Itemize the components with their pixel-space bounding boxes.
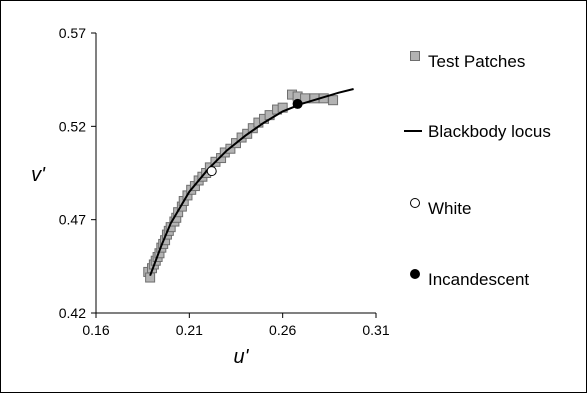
legend-white-marker (410, 198, 420, 208)
x-tick-label: 0.21 (176, 322, 203, 338)
y-tick-label: 0.52 (59, 118, 86, 134)
white-point (206, 166, 217, 177)
y-tick-label: 0.57 (59, 25, 86, 41)
x-tick-label: 0.31 (362, 322, 389, 338)
legend: Test Patches Blackbody locus White Incandes… (404, 51, 551, 289)
test-patches-point (328, 95, 339, 106)
blackbody-locus-line (149, 88, 354, 277)
legend-blackbody-locus-label: Blackbody locus (428, 122, 551, 141)
y-tick-label: 0.47 (59, 212, 86, 228)
y-tick-label: 0.42 (59, 305, 86, 321)
legend-test-patches-label: Test Patches (428, 52, 525, 71)
legend-test-patches-marker (410, 51, 420, 61)
incandescent-point (292, 98, 303, 109)
y-axis-label: v' (31, 164, 46, 186)
x-tick-label: 0.26 (269, 322, 296, 338)
plot-area (143, 88, 354, 283)
x-tick-label: 0.16 (82, 322, 109, 338)
legend-incandescent-marker (410, 269, 420, 279)
legend-incandescent-label: Incandescent (428, 270, 529, 289)
x-axis-label: u' (234, 346, 250, 368)
axes: 0.42 0.47 0.52 0.57 0.16 0.21 0.26 0.31 u' v' (31, 25, 390, 368)
legend-white-label: White (428, 199, 471, 218)
